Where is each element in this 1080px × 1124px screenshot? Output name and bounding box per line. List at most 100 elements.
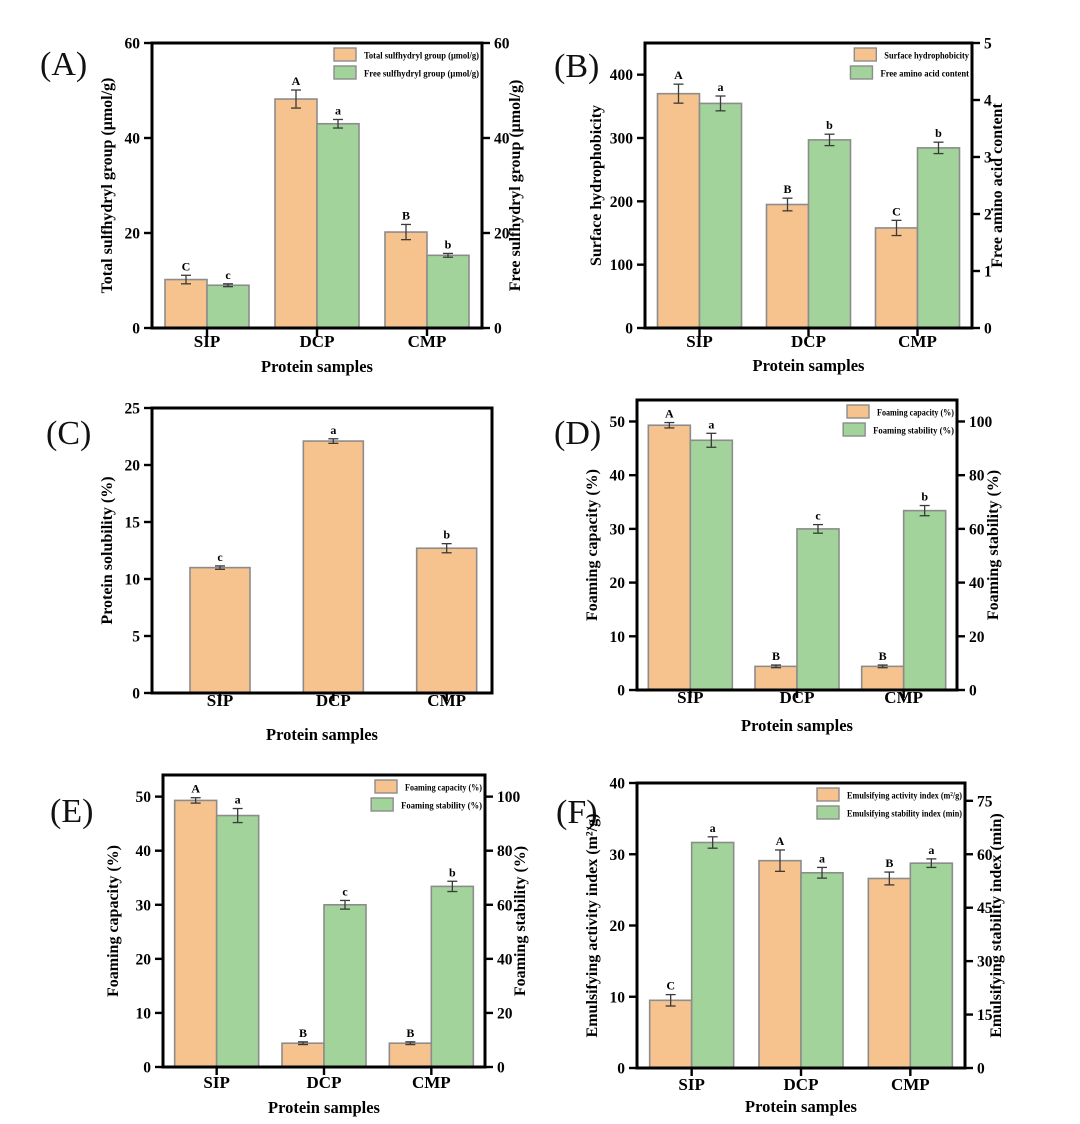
sig-letter: c (815, 509, 821, 523)
left-tick-label: 10 (610, 989, 626, 1006)
error-bar (223, 283, 233, 288)
panel-label-A: (A) (40, 46, 88, 83)
right-tick-label: 5 (984, 36, 992, 53)
error-bar (775, 849, 785, 872)
left-tick-label: 0 (132, 686, 140, 703)
bar-D-CMP-s1 (860, 665, 905, 691)
x-category-label: CMP (898, 332, 937, 351)
legend-label: Foaming capacity (%) (877, 408, 954, 419)
panel-label-E: (E) (50, 793, 94, 830)
x-category-label: CMP (412, 1073, 451, 1092)
legend-label: Free amino acid content (880, 70, 969, 80)
bar-F-SIP-s1 (648, 999, 693, 1069)
bar-A-CMP-s2 (426, 254, 470, 329)
left-tick-label: 15 (125, 515, 141, 532)
sig-letter: a (708, 417, 714, 431)
bar-E-SIP-s2 (215, 814, 260, 1068)
sig-letter: b (445, 237, 452, 251)
error-bar (707, 836, 718, 849)
sig-letter: C (892, 204, 901, 218)
panel-B-chart: A B Ca b b 0 100 200 300 400 0 1 2 3 4 5 SIP DCP CMP Surfac… (588, 36, 1006, 376)
legend-label: Foaming stability (%) (873, 426, 954, 437)
y-axis-label-left: Emulsifying activity index (m²/g) (584, 814, 601, 1038)
right-tick-label: 100 (497, 789, 521, 806)
left-tick-label: 20 (125, 226, 141, 243)
left-tick-label: 400 (610, 67, 634, 84)
right-tick-label: 60 (969, 521, 985, 538)
sig-letter: a (718, 80, 724, 94)
left-tick-label: 0 (617, 683, 625, 700)
x-category-label: DCP (780, 688, 815, 707)
bar-E-DCP-s1 (281, 1042, 325, 1068)
sig-letter: c (217, 550, 223, 564)
error-bar (824, 133, 835, 147)
sig-letter: a (710, 821, 716, 835)
y-axis-label-left: Surface hydrophobicity (588, 105, 605, 266)
right-tick-label: 0 (977, 1061, 985, 1078)
legend-swatch (370, 797, 394, 812)
left-tick-label: 30 (610, 521, 626, 538)
bar-B-CMP-s1 (874, 227, 919, 329)
left-tick-label: 300 (610, 131, 634, 148)
sig-letter: a (235, 793, 241, 807)
right-tick-label: 40 (969, 575, 985, 592)
legend-swatch (333, 65, 357, 80)
bar-F-CMP-s1 (867, 877, 912, 1069)
right-tick-label: 0 (969, 683, 977, 700)
left-tick-label: 50 (136, 789, 152, 806)
bar-B-DCP-s1 (765, 203, 810, 329)
panel-C-chart-host: c a b 0 5 10 15 20 25 SIP DCP CMP Protein solubility… (0, 390, 540, 755)
error-bar (333, 118, 343, 129)
legend-swatch (849, 65, 874, 80)
error-bar (665, 993, 676, 1007)
error-bar (291, 89, 301, 109)
sig-letter: b (826, 118, 833, 132)
left-tick-label: 0 (625, 321, 633, 338)
legend-label: Total sulfhydryl group (μmol/g) (364, 51, 479, 62)
panel-label-B: (B) (554, 48, 600, 85)
sig-letter: B (885, 856, 893, 870)
right-tick-label: 80 (969, 468, 985, 485)
legend: Surface hydrophobicity Free amino acid co… (849, 47, 970, 80)
bar-B-SIP-s1 (656, 92, 701, 329)
error-bar (441, 543, 452, 554)
sig-letter: b (443, 528, 450, 542)
error-bar (933, 141, 944, 155)
x-category-label: SIP (678, 1075, 704, 1094)
left-tick-label: 5 (132, 629, 140, 646)
sig-letter: a (335, 103, 341, 117)
error-bar (817, 866, 827, 879)
right-tick-label: 45 (977, 900, 993, 917)
left-tick-label: 20 (610, 575, 626, 592)
bar-E-DCP-s2 (323, 903, 367, 1068)
left-tick-label: 0 (132, 321, 140, 338)
sig-letter: A (191, 782, 200, 796)
panel-label-F: (F) (556, 794, 598, 831)
sig-letter: a (819, 851, 825, 865)
legend-swatch (842, 422, 866, 437)
bar-A-SIP-s1 (164, 278, 208, 329)
right-tick-label: 0 (984, 321, 992, 338)
bar-C-CMP-s1 (415, 547, 478, 694)
error-bar (401, 223, 411, 241)
error-bar (884, 871, 895, 886)
right-tick-label: 1 (984, 264, 992, 281)
panel-C-chart: c a b 0 5 10 15 20 25 SIP DCP CMP Protein solubility… (99, 401, 494, 744)
left-tick-label: 200 (610, 194, 634, 211)
x-category-label: SIP (203, 1073, 229, 1092)
y-axis-label-right: Free sulfhydryl group (μmol/g) (507, 80, 524, 292)
left-tick-label: 40 (125, 131, 141, 148)
sig-letter: C (666, 979, 675, 993)
left-tick-label: 40 (610, 776, 626, 793)
y-axis-label-right: Foaming stability (%) (985, 470, 1002, 620)
legend-swatch (374, 779, 398, 794)
sig-letter: c (225, 268, 231, 282)
bar-A-CMP-s1 (384, 231, 428, 329)
right-tick-label: 30 (977, 954, 993, 971)
sig-letter: B (772, 649, 780, 663)
